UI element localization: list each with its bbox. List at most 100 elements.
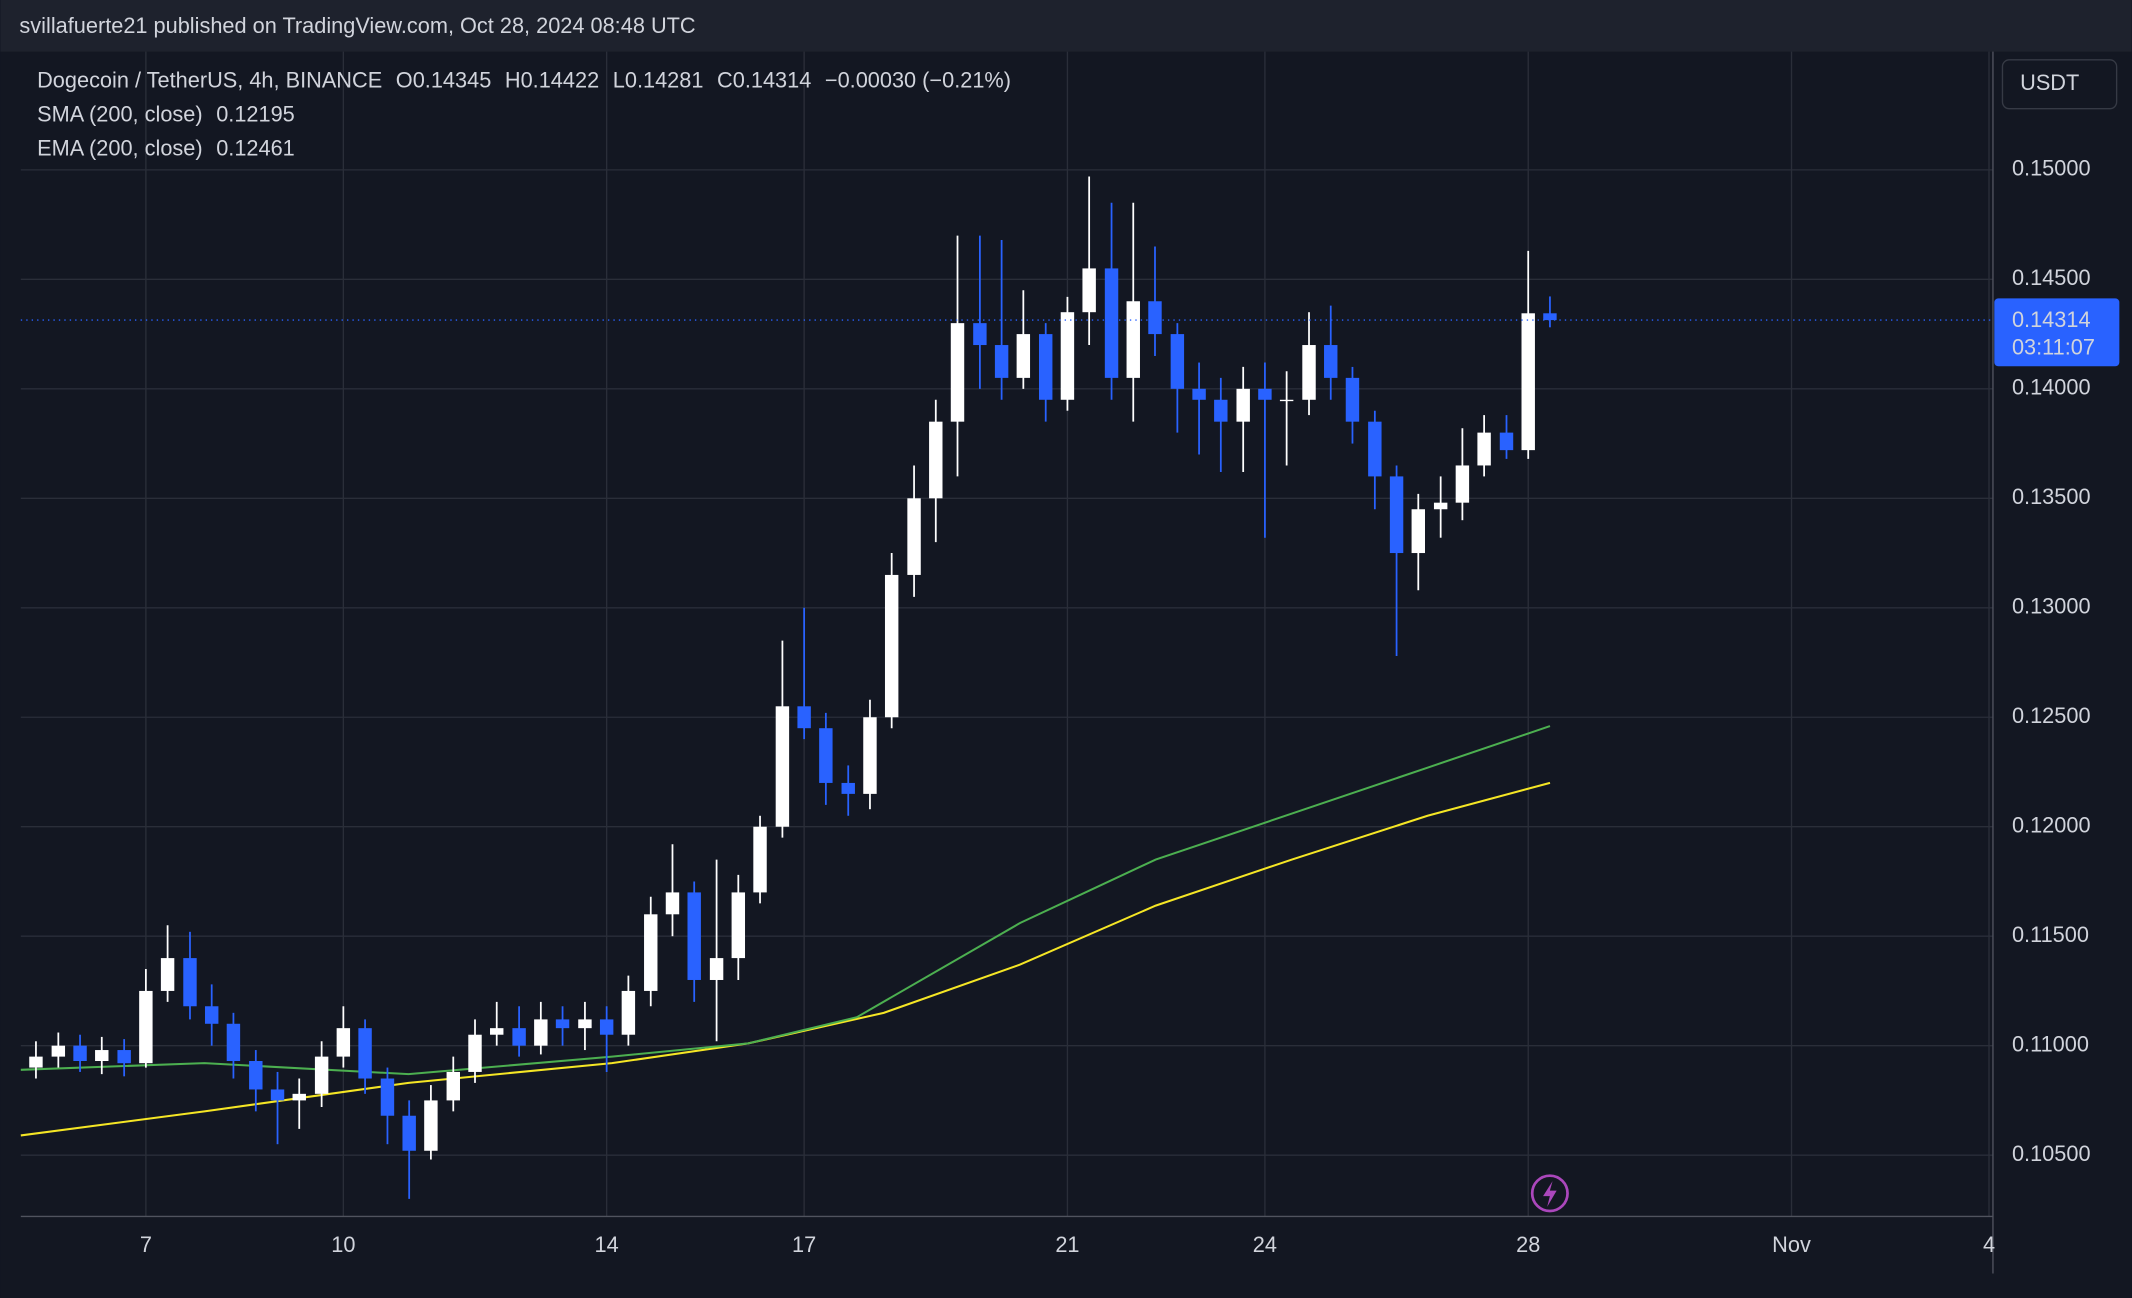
- candle-body: [929, 421, 943, 499]
- y-tick-label: 0.12500: [2012, 703, 2091, 728]
- lightning-icon[interactable]: [1530, 1174, 1569, 1213]
- x-tick-label: Nov: [1772, 1232, 1811, 1257]
- candle-body: [380, 1078, 395, 1116]
- x-tick-label: 28: [1516, 1232, 1540, 1257]
- y-tick-label: 0.15000: [2012, 156, 2091, 181]
- indicator-value: 0.12461: [216, 135, 295, 160]
- ohlc-label: L: [613, 67, 625, 92]
- y-tick-label: 0.13000: [2012, 594, 2091, 619]
- x-tick-label: 4: [1983, 1232, 1995, 1257]
- candle-body: [950, 323, 965, 422]
- legend: Dogecoin / TetherUS, 4h, BINANCE O 0.14345…: [37, 67, 1011, 160]
- candle-body: [644, 914, 658, 991]
- countdown: 03:11:07: [2012, 334, 2095, 359]
- candle-body: [819, 728, 833, 783]
- candle-body: [490, 1028, 504, 1035]
- x-tick-label: 7: [140, 1232, 152, 1257]
- candle-body: [621, 990, 636, 1035]
- candle-body: [907, 498, 921, 575]
- x-tick-label: 21: [1055, 1232, 1079, 1257]
- candle-body: [687, 892, 701, 980]
- candle-body: [1192, 388, 1206, 400]
- ohlc-label: O: [396, 67, 413, 92]
- candle-body: [1302, 345, 1316, 400]
- candle-body: [665, 892, 680, 915]
- candle-body: [226, 1023, 241, 1061]
- candle-body: [753, 826, 767, 893]
- candle-body: [1279, 399, 1294, 402]
- currency-label: USDT: [2020, 70, 2079, 95]
- candle-body: [884, 574, 899, 718]
- candle-body: [731, 892, 746, 959]
- indicator-name: SMA (200, close): [37, 101, 203, 126]
- candle-body: [1411, 509, 1426, 554]
- lightning-glyph: [1543, 1181, 1557, 1207]
- x-tick-label: 17: [792, 1232, 816, 1257]
- ohlc-label: H: [505, 67, 521, 92]
- x-tick-label: 10: [331, 1232, 355, 1257]
- ma-line: [20, 781, 1551, 1137]
- candle-body: [95, 1050, 109, 1061]
- candle-body: [512, 1028, 526, 1046]
- candle-body: [270, 1089, 285, 1101]
- candle-body: [358, 1028, 372, 1079]
- symbol: Dogecoin / TetherUS, 4h, BINANCE: [37, 67, 382, 92]
- candle-body: [797, 706, 811, 729]
- candle-body: [599, 1019, 614, 1035]
- x-tick-label: 14: [595, 1232, 619, 1257]
- candle-body: [204, 1006, 219, 1024]
- candle-body: [1060, 312, 1075, 400]
- candle-body: [1455, 465, 1470, 503]
- ohlc-label: C: [717, 67, 733, 92]
- candle-body: [1148, 301, 1162, 335]
- candle-body: [1521, 313, 1535, 451]
- candle-body: [1038, 334, 1053, 400]
- candle-body: [578, 1019, 592, 1029]
- currency-button[interactable]: [2001, 59, 2118, 110]
- y-tick-label: 0.14500: [2012, 265, 2091, 290]
- candle-body: [775, 706, 790, 827]
- candle-body: [468, 1034, 482, 1072]
- candle-body: [555, 1019, 570, 1029]
- candle-body: [1345, 377, 1360, 422]
- candle-body: [446, 1071, 460, 1101]
- candle-body: [1389, 476, 1404, 554]
- x-tick-label: 24: [1253, 1232, 1277, 1257]
- candle-body: [1499, 432, 1514, 451]
- candle-body: [1126, 301, 1140, 378]
- candle-body: [29, 1056, 43, 1068]
- candle-body: [1368, 421, 1382, 477]
- candle-body: [1170, 334, 1185, 389]
- candle-body: [841, 782, 855, 794]
- ohlc-value: 0.14422: [521, 67, 600, 92]
- candle-body: [1214, 399, 1228, 422]
- candle-body: [249, 1060, 263, 1090]
- marks: [20, 176, 1993, 1199]
- publish-text: svillafuerte21 published on TradingView.…: [19, 13, 695, 38]
- indicator-name: EMA (200, close): [37, 135, 203, 160]
- candle-body: [1477, 432, 1491, 466]
- y-tick-label: 0.10500: [2012, 1141, 2091, 1166]
- candle-body: [1324, 345, 1338, 378]
- candle-body: [1433, 502, 1448, 510]
- candle-body: [292, 1093, 306, 1101]
- candle-body: [863, 717, 877, 794]
- candle-body: [402, 1115, 416, 1151]
- candle-body: [424, 1100, 438, 1151]
- candle-body: [709, 958, 724, 980]
- candle-body: [51, 1045, 66, 1057]
- ohlc-value: 0.14314: [733, 67, 812, 92]
- candle-body: [994, 345, 1009, 378]
- candle-body: [534, 1019, 548, 1046]
- change: −0.00030 (−0.21%): [825, 67, 1011, 92]
- candle-body: [139, 990, 153, 1064]
- y-tick-label: 0.14000: [2012, 375, 2091, 400]
- price-label: 0.14314: [2012, 307, 2091, 332]
- y-tick-label: 0.13500: [2012, 484, 2091, 509]
- y-tick-label: 0.11000: [2012, 1031, 2089, 1056]
- candle-body: [336, 1028, 351, 1057]
- candle-body: [117, 1050, 131, 1064]
